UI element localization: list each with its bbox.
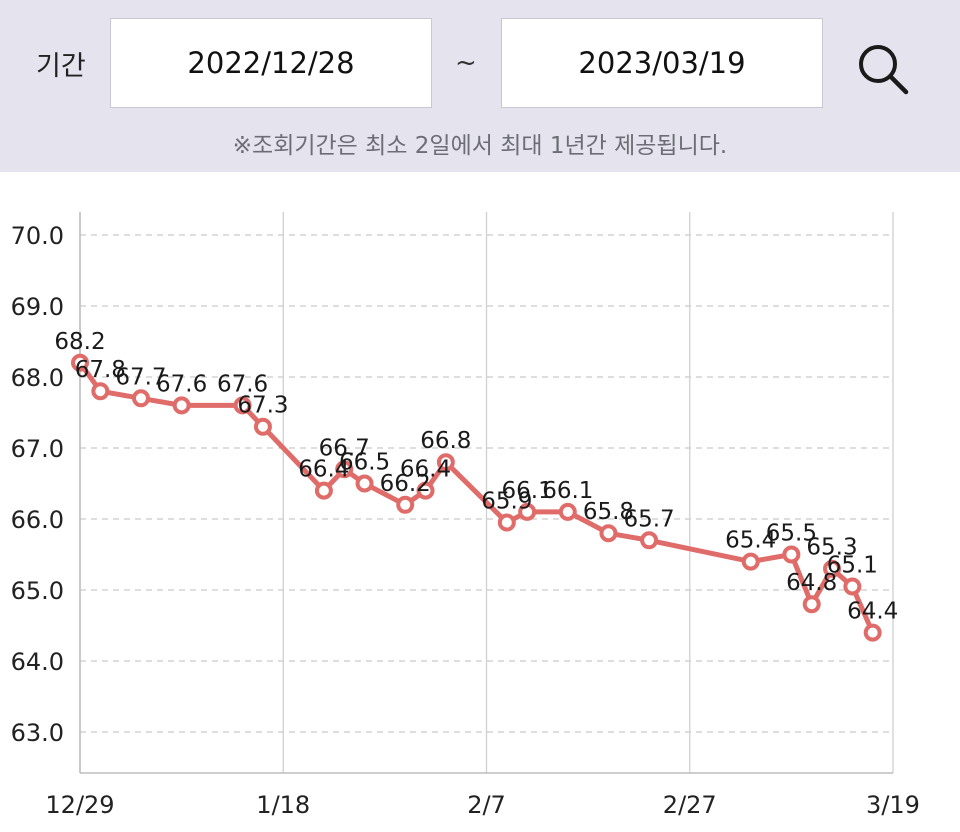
data-point [355, 474, 374, 493]
y-tick-label: 63.0 [11, 719, 64, 747]
data-label: 66.7 [319, 435, 370, 461]
data-label: 65.7 [623, 506, 674, 532]
data-labels: 68.267.867.767.6 67.667.366.466.766.566.2… [54, 329, 898, 625]
data-label: 65.9 [481, 489, 532, 515]
data-label: 65.8 [583, 499, 634, 525]
data-point [233, 396, 252, 415]
y-tick-label: 70.0 [11, 222, 64, 250]
y-tick-label: 67.0 [11, 435, 64, 463]
data-point [436, 453, 455, 472]
data-point [782, 545, 801, 564]
data-label: 67.3 [237, 393, 288, 419]
data-point [91, 382, 110, 401]
series-weight [71, 353, 882, 642]
data-label: 65.5 [766, 521, 817, 547]
period-filter-bar: 기간 2022/12/28 ~ 2023/03/19 ※조회기간은 최소 2일에… [0, 0, 960, 172]
y-axis-ticks: 70.0 69.0 68.0 67.0 66.0 65.0 64.0 63.0 [11, 222, 64, 747]
data-label: 66.4 [400, 457, 451, 483]
data-point [416, 481, 435, 500]
data-label: 66.8 [420, 428, 471, 454]
data-point [741, 552, 760, 571]
data-label: 64.8 [786, 570, 837, 596]
x-axis-ticks: 12/29 1/18 2/7 2/27 3/19 [45, 791, 920, 819]
data-point [823, 559, 842, 578]
data-point [172, 396, 191, 415]
data-label: 66.5 [339, 450, 390, 476]
y-tick-label: 66.0 [11, 506, 64, 534]
series-line [77, 360, 876, 636]
end-date-field[interactable]: 2023/03/19 [501, 18, 823, 108]
data-point [863, 623, 882, 642]
data-label: 65.4 [725, 528, 776, 554]
data-point [497, 513, 516, 532]
data-point [71, 353, 89, 372]
period-label: 기간 [36, 51, 86, 82]
start-date-field[interactable]: 2022/12/28 [110, 18, 432, 108]
x-tick-label: 12/29 [45, 791, 114, 819]
y-tick-label: 65.0 [11, 577, 64, 605]
data-label: 66.4 [298, 457, 349, 483]
data-point [599, 524, 618, 543]
y-tick-label: 68.0 [11, 364, 64, 392]
data-point [558, 502, 577, 521]
period-notice: ※조회기간은 최소 2일에서 최대 1년간 제공됩니다. [232, 133, 728, 159]
data-point [131, 389, 150, 408]
date-range-separator: ~ [455, 48, 477, 78]
x-tick-label: 2/27 [663, 791, 717, 819]
data-label: 65.3 [806, 535, 857, 561]
axes [79, 212, 893, 774]
x-tick-label: 2/7 [467, 791, 506, 819]
data-point [314, 481, 333, 500]
data-label: 66.2 [380, 471, 431, 497]
data-label: 66.1 [502, 478, 553, 504]
search-button[interactable] [850, 36, 914, 100]
data-point [335, 460, 354, 479]
data-point [396, 495, 415, 514]
data-label: 67.8 [75, 357, 126, 383]
data-label: 64.4 [847, 599, 898, 625]
data-label: 65.1 [827, 552, 878, 578]
x-tick-label: 1/18 [256, 791, 310, 819]
search-icon [859, 45, 909, 95]
data-point [802, 595, 821, 614]
data-label: 67.6 [156, 371, 207, 397]
data-point [843, 577, 862, 596]
data-label: 67.6 [217, 371, 268, 397]
x-tick-label: 3/19 [866, 791, 920, 819]
data-label: 66.1 [542, 478, 593, 504]
y-tick-label: 64.0 [11, 648, 64, 676]
data-point [640, 531, 659, 550]
data-point [253, 417, 272, 436]
data-label: 68.2 [54, 329, 105, 355]
weight-line-chart: 70.0 69.0 68.0 67.0 66.0 65.0 64.0 63.0 12/29 1/… [11, 212, 920, 819]
data-point [518, 502, 537, 521]
data-label: 67.7 [115, 364, 166, 390]
y-tick-label: 69.0 [11, 293, 64, 321]
